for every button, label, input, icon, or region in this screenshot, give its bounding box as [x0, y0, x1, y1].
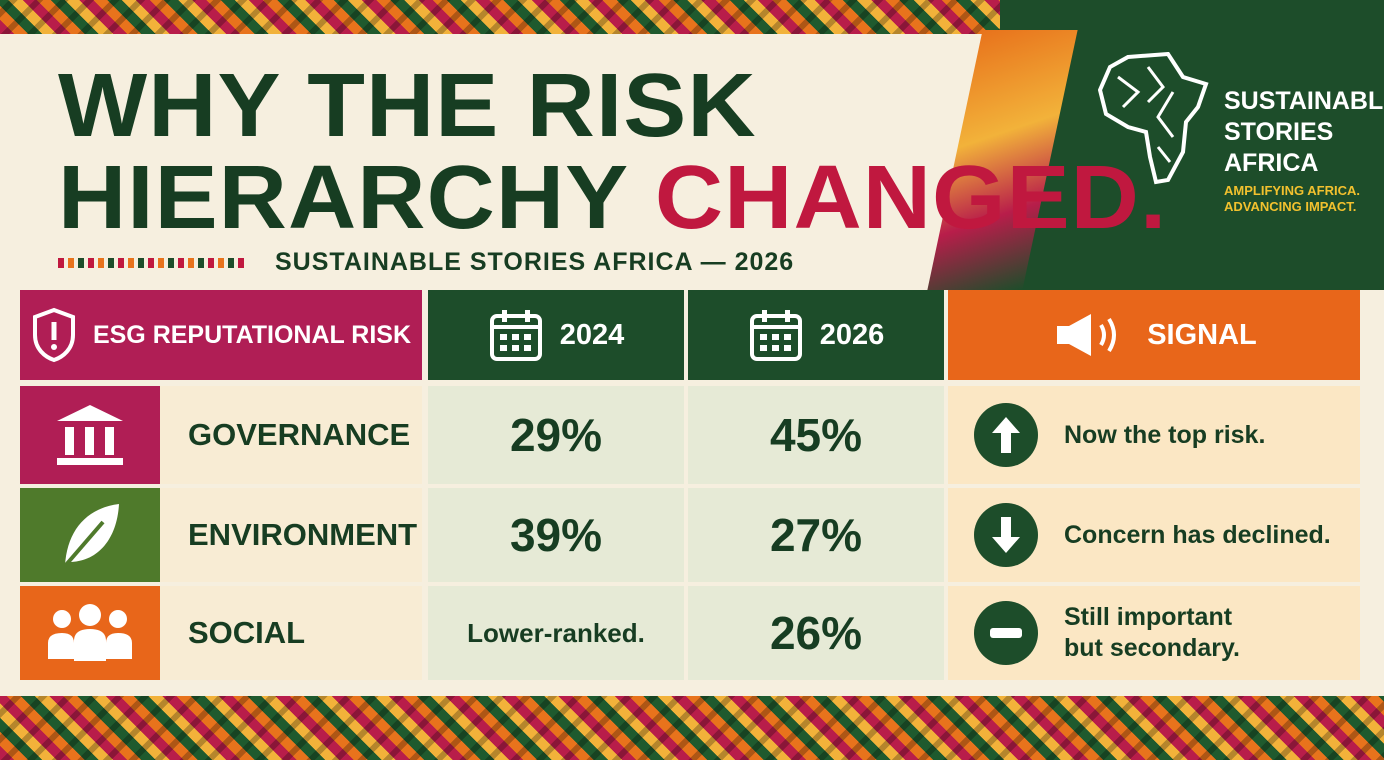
- tagline-line: ADVANCING IMPACT.: [1224, 199, 1357, 214]
- calendar-icon: [489, 310, 542, 361]
- shield-icon: [32, 307, 75, 363]
- header-cell: 2026: [688, 290, 944, 380]
- value-cell: 26%: [688, 586, 944, 680]
- brand-line: STORIES: [1224, 118, 1334, 146]
- value-cell: 45%: [688, 386, 944, 484]
- brand-line: AFRICA: [1224, 149, 1319, 177]
- row-label: ENVIRONMENT: [160, 488, 422, 582]
- value-cell: Lower-ranked.: [428, 586, 684, 680]
- arrow-down-icon: [974, 503, 1038, 567]
- minus-icon: [974, 601, 1038, 665]
- subtitle: SUSTAINABLE STORIES AFRICA — 2026: [275, 248, 795, 276]
- title-text: HIERARCHY: [58, 148, 628, 248]
- header-text: 2024: [559, 318, 625, 351]
- brand-tagline: AMPLIFYING AFRICA. ADVANCING IMPACT.: [1224, 183, 1360, 215]
- signal-cell: Still important but secondary.: [948, 586, 1360, 680]
- leaf-icon: [63, 504, 119, 568]
- row-label: GOVERNANCE: [160, 386, 422, 484]
- signal-cell: Concern has declined.: [948, 488, 1360, 582]
- people-icon: [48, 604, 132, 661]
- signal-text: Still important but secondary.: [1064, 603, 1240, 662]
- environment-icon-cell: [20, 488, 160, 582]
- tagline-line: AMPLIFYING AFRICA.: [1224, 183, 1361, 198]
- signal-text: Concern has declined.: [1064, 520, 1331, 549]
- header-cell: ESG REPUTATIONAL RISK: [20, 290, 422, 380]
- calendar-icon: [749, 310, 802, 361]
- governance-icon-cell: [20, 386, 160, 484]
- decor-dots: [58, 258, 248, 268]
- header-cell: SIGNAL: [948, 290, 1360, 380]
- title-line: HIERARCHY CHANGED.: [58, 152, 1167, 244]
- africa-logo: [1098, 52, 1209, 185]
- header-text: SIGNAL: [1147, 318, 1257, 351]
- brand-name: SUSTAINABLE STORIES AFRICA: [1224, 86, 1384, 179]
- title-highlight: CHANGED.: [654, 148, 1168, 248]
- pattern-band: [0, 696, 1384, 760]
- building-icon: [57, 405, 123, 465]
- row-label: SOCIAL: [160, 586, 422, 680]
- signal-text: Now the top risk.: [1064, 420, 1266, 449]
- megaphone-icon: [1057, 314, 1117, 356]
- header-cell: 2024: [428, 290, 684, 380]
- value-cell: 29%: [428, 386, 684, 484]
- social-icon-cell: [20, 586, 160, 680]
- value-cell: 39%: [428, 488, 684, 582]
- value-cell: 27%: [688, 488, 944, 582]
- header-text: 2026: [819, 318, 885, 351]
- title-line: WHY THE RISK: [58, 56, 757, 156]
- signal-cell: Now the top risk.: [948, 386, 1360, 484]
- header-text: ESG REPUTATIONAL RISK: [92, 320, 412, 349]
- arrow-up-icon: [974, 403, 1038, 467]
- brand-line: SUSTAINABLE: [1224, 87, 1384, 115]
